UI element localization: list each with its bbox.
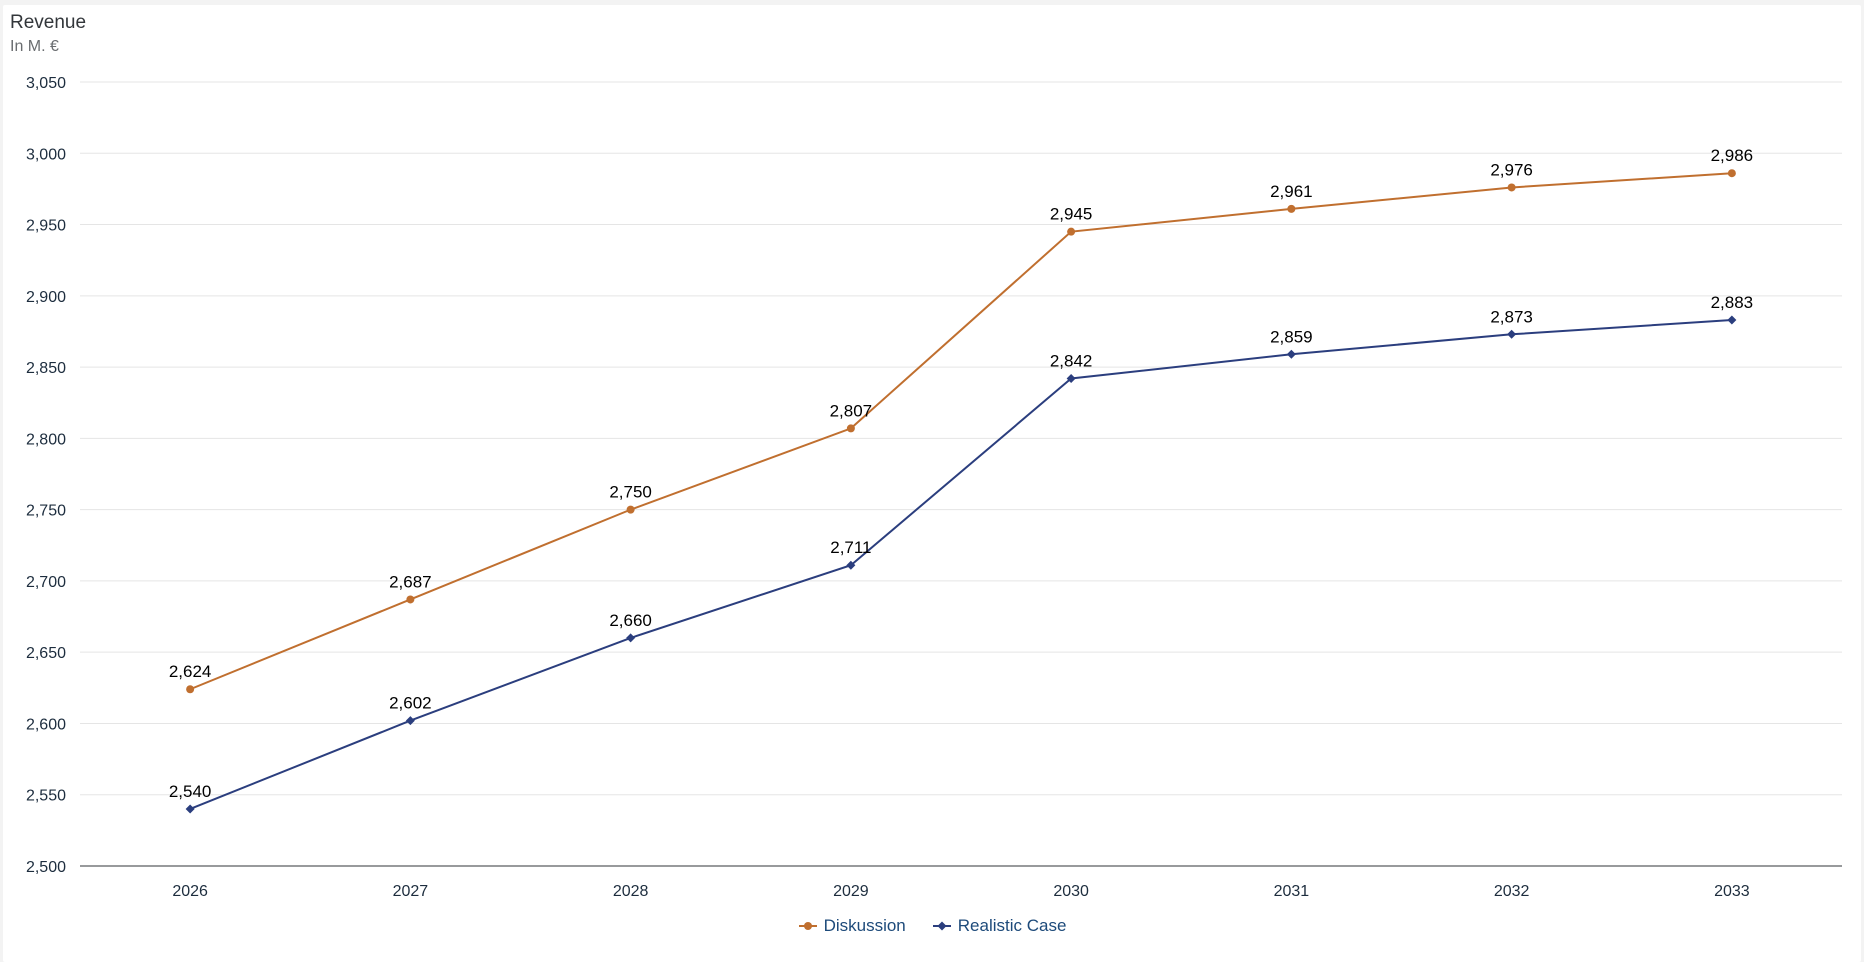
point-diskussion-2032 — [1507, 183, 1516, 192]
data-label-realistic-case-2031: 2,859 — [1270, 327, 1313, 346]
data-label-realistic-case-2027: 2,602 — [389, 694, 432, 713]
data-label-realistic-case-2028: 2,660 — [609, 611, 652, 630]
legend-label-diskussion: Diskussion — [823, 916, 906, 935]
data-label-diskussion-2026: 2,624 — [169, 662, 212, 681]
x-tick-label-2028: 2028 — [613, 883, 649, 900]
y-tick-label-2500: 2,500 — [26, 859, 66, 876]
data-label-diskussion-2030: 2,945 — [1050, 205, 1093, 224]
x-tick-label-2031: 2031 — [1274, 883, 1310, 900]
y-tick-label-3050: 3,050 — [26, 75, 66, 92]
legend-item-diskussion[interactable]: Diskussion — [798, 916, 906, 936]
point-diskussion-2029 — [846, 424, 855, 433]
data-label-realistic-case-2033: 2,883 — [1711, 293, 1754, 312]
data-label-realistic-case-2029: 2,711 — [830, 538, 871, 557]
y-tick-label-2800: 2,800 — [26, 431, 66, 448]
point-realistic-case-2031 — [1286, 349, 1296, 359]
x-tick-label-2027: 2027 — [393, 883, 429, 900]
point-realistic-case-2029 — [846, 560, 856, 570]
legend-item-realistic-case[interactable]: Realistic Case — [932, 916, 1067, 936]
data-label-diskussion-2032: 2,976 — [1490, 160, 1533, 179]
y-tick-label-2950: 2,950 — [26, 218, 66, 235]
point-realistic-case-2032 — [1507, 329, 1517, 339]
y-tick-label-2900: 2,900 — [26, 289, 66, 306]
point-diskussion-2031 — [1287, 204, 1296, 213]
data-label-realistic-case-2026: 2,540 — [169, 782, 212, 801]
legend-label-realistic-case: Realistic Case — [957, 916, 1067, 935]
point-diskussion-2033 — [1727, 169, 1736, 178]
y-tick-label-2550: 2,550 — [26, 788, 66, 805]
circle-marker-icon — [798, 922, 817, 930]
x-tick-label-2032: 2032 — [1494, 883, 1530, 900]
point-realistic-case-2033 — [1727, 315, 1737, 325]
point-realistic-case-2030 — [1066, 373, 1076, 383]
point-diskussion-2028 — [626, 505, 635, 514]
y-tick-label-2650: 2,650 — [26, 645, 66, 662]
point-diskussion-2027 — [406, 595, 415, 604]
chart-card — [3, 5, 1861, 962]
y-tick-label-2600: 2,600 — [26, 716, 66, 733]
data-label-realistic-case-2030: 2,842 — [1050, 351, 1093, 370]
point-realistic-case-2026 — [185, 804, 195, 814]
y-tick-label-2750: 2,750 — [26, 503, 66, 520]
y-tick-label-2850: 2,850 — [26, 360, 66, 377]
x-tick-label-2033: 2033 — [1714, 883, 1750, 900]
chart-title: Revenue — [10, 12, 87, 33]
data-label-diskussion-2029: 2,807 — [830, 401, 873, 420]
data-label-realistic-case-2032: 2,873 — [1490, 307, 1533, 326]
point-realistic-case-2028 — [626, 633, 636, 643]
x-tick-label-2026: 2026 — [172, 883, 208, 900]
chart-subtitle: In M. € — [10, 38, 59, 55]
point-diskussion-2030 — [1067, 227, 1076, 236]
x-tick-label-2030: 2030 — [1053, 883, 1089, 900]
data-label-diskussion-2028: 2,750 — [609, 483, 652, 502]
series-line-realistic-case — [189, 319, 1732, 810]
diamond-marker-icon — [932, 921, 951, 931]
y-tick-label-3000: 3,000 — [26, 146, 66, 163]
data-label-diskussion-2031: 2,961 — [1270, 182, 1313, 201]
point-realistic-case-2027 — [405, 716, 415, 726]
y-tick-label-2700: 2,700 — [26, 574, 66, 591]
x-tick-label-2029: 2029 — [833, 883, 869, 900]
data-label-diskussion-2027: 2,687 — [389, 572, 432, 591]
data-label-diskussion-2033: 2,986 — [1711, 146, 1754, 165]
point-diskussion-2026 — [186, 685, 195, 694]
series-line-diskussion — [189, 172, 1732, 691]
chart-legend: Diskussion Realistic Case — [0, 916, 1864, 936]
